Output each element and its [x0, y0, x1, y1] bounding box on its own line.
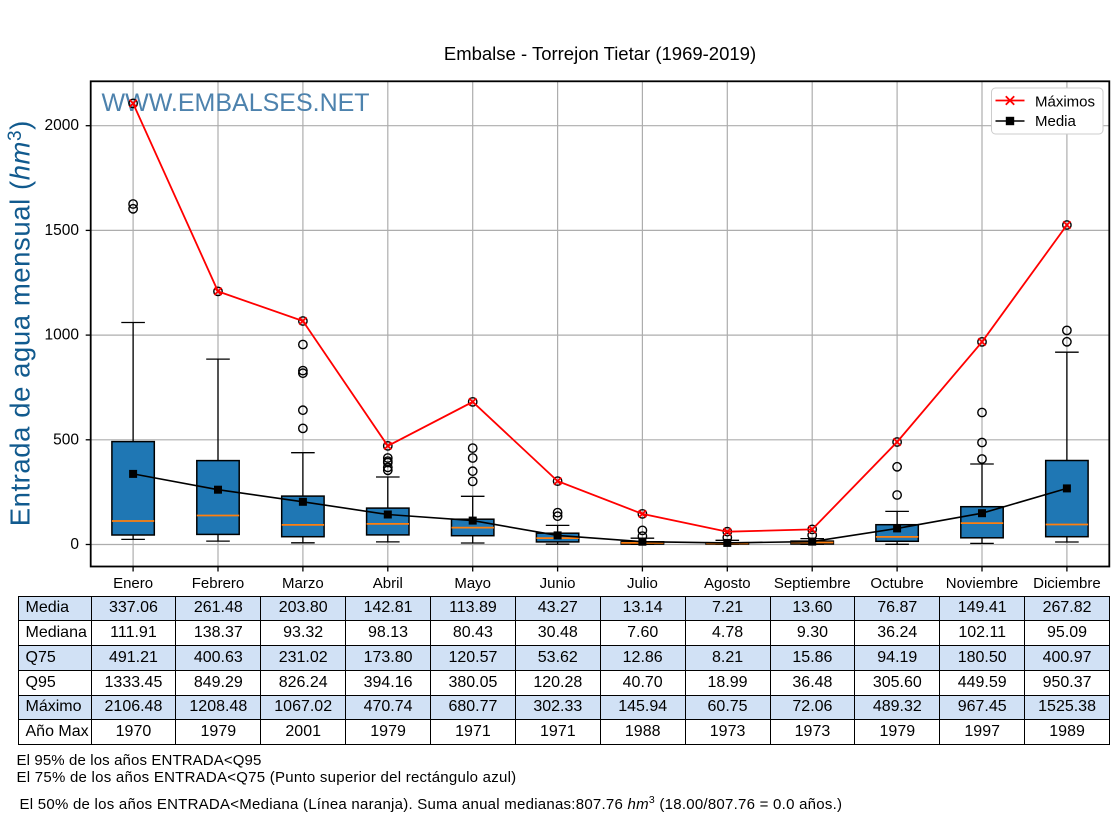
svg-text:1000: 1000	[45, 327, 80, 344]
svg-text:1500: 1500	[45, 222, 80, 239]
svg-text:Noviembre: Noviembre	[946, 575, 1019, 592]
svg-text:Entrada de agua mensual (hm3): Entrada de agua mensual (hm3)	[5, 120, 36, 526]
svg-text:0: 0	[70, 536, 79, 553]
svg-text:Marzo: Marzo	[282, 575, 324, 592]
svg-text:Octubre: Octubre	[870, 575, 923, 592]
svg-text:Septiembre: Septiembre	[774, 575, 851, 592]
svg-text:Mayo: Mayo	[454, 575, 491, 592]
svg-text:WWW.EMBALSES.NET: WWW.EMBALSES.NET	[102, 89, 370, 117]
svg-text:Enero: Enero	[113, 575, 153, 592]
svg-text:500: 500	[53, 431, 79, 448]
svg-text:Junio: Junio	[540, 575, 576, 592]
svg-text:Julio: Julio	[627, 575, 658, 592]
svg-text:Máximos: Máximos	[1035, 93, 1095, 110]
svg-text:Diciembre: Diciembre	[1033, 575, 1101, 592]
svg-text:Abril: Abril	[373, 575, 403, 592]
svg-text:Agosto: Agosto	[704, 575, 751, 592]
svg-text:Embalse - Torrejon Tietar (196: Embalse - Torrejon Tietar (1969-2019)	[444, 43, 756, 64]
svg-text:Media: Media	[1035, 113, 1077, 130]
svg-text:2000: 2000	[45, 117, 80, 134]
svg-text:Febrero: Febrero	[192, 575, 245, 592]
